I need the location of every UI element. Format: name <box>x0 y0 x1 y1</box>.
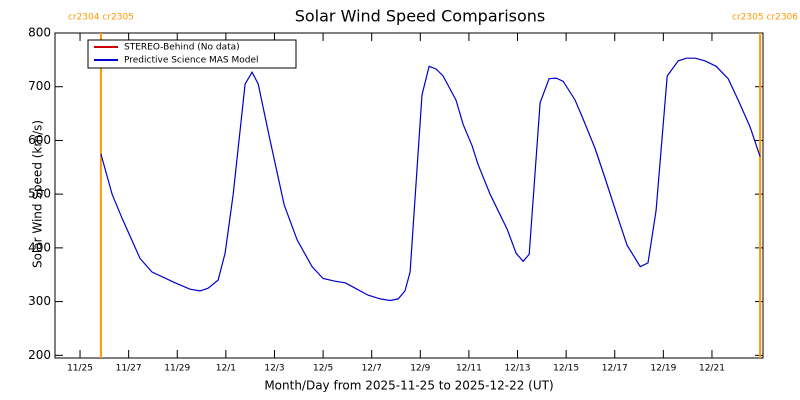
x-tick-label: 11/29 <box>164 364 190 374</box>
y-axis-label: Solar Wind Speed (km/s) <box>31 120 45 268</box>
y-tick-label: 800 <box>28 26 51 40</box>
x-axis-label: Month/Day from 2025-11-25 to 2025-12-22 … <box>264 379 553 393</box>
x-tick-label: 11/27 <box>116 364 142 374</box>
x-tick-label: 12/7 <box>362 364 382 374</box>
x-tick-label: 12/5 <box>313 364 333 374</box>
x-tick-label: 11/25 <box>67 364 93 374</box>
data-line <box>100 57 761 302</box>
y-tick-label: 700 <box>28 79 51 93</box>
legend-label: STEREO-Behind (No data) <box>124 43 240 53</box>
x-tick-label: 12/1 <box>216 364 236 374</box>
rotation-label: cr2304 cr2305 <box>68 13 134 23</box>
x-tick-label: 12/9 <box>410 364 430 374</box>
x-tick-label: 12/19 <box>650 364 676 374</box>
y-tick-label: 600 <box>28 133 51 147</box>
rotation-label: cr2305 cr2306 <box>732 13 798 23</box>
plot-frame <box>54 32 764 359</box>
x-tick-label: 12/11 <box>456 364 482 374</box>
y-tick-label: 400 <box>28 240 51 254</box>
y-tick-label: 200 <box>28 348 51 362</box>
x-tick-label: 12/21 <box>699 364 725 374</box>
y-tick-label: 500 <box>28 187 51 201</box>
chart-title: Solar Wind Speed Comparisons <box>295 7 546 26</box>
x-tick-label: 12/13 <box>505 364 531 374</box>
x-tick-label: 12/3 <box>264 364 284 374</box>
legend-box <box>87 39 297 69</box>
legend-label: Predictive Science MAS Model <box>124 56 259 66</box>
x-tick-label: 12/17 <box>602 364 628 374</box>
y-tick-label: 300 <box>28 294 51 308</box>
x-tick-label: 12/15 <box>553 364 579 374</box>
